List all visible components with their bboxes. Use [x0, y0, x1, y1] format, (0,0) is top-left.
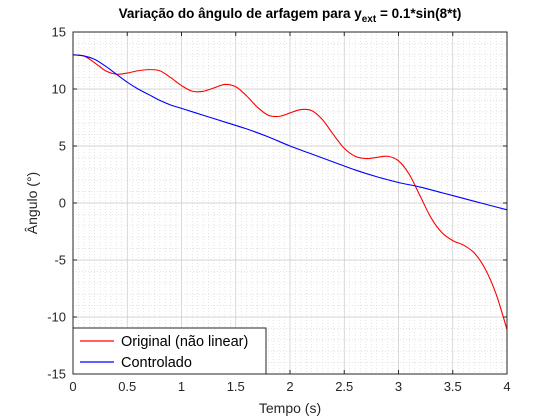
x-tick-label: 2.5 [335, 379, 353, 394]
series-line-original [72, 54, 508, 331]
legend-box [72, 327, 267, 375]
x-tick-label: 1.5 [227, 379, 245, 394]
y-tick-label: -10 [47, 310, 66, 325]
x-tick-label: 3.5 [444, 379, 462, 394]
x-tick-label: 0.5 [118, 379, 136, 394]
y-tick-label: -5 [54, 253, 66, 268]
legend-label-controlado: Controlado [121, 355, 192, 371]
y-axis-label: Ângulo (°) [24, 172, 40, 234]
series-layer [72, 54, 508, 331]
x-tick-label: 3 [395, 379, 402, 394]
chart-title: Variação do ângulo de arfagem para yext … [119, 6, 462, 25]
x-tick-label: 0 [69, 379, 76, 394]
y-tick-label: 0 [59, 196, 66, 211]
x-axis-label: Tempo (s) [259, 400, 321, 416]
x-tick-label: 4 [503, 379, 510, 394]
y-tick-label: 5 [59, 139, 66, 154]
legend-label-original: Original (não linear) [121, 334, 248, 350]
x-tick-label: 1 [178, 379, 185, 394]
x-tick-label: 2 [286, 379, 293, 394]
y-tick-label: -15 [47, 367, 66, 382]
y-tick-label: 10 [52, 82, 66, 97]
series-line-controlado [72, 54, 508, 211]
y-tick-label: 15 [52, 25, 66, 40]
legend: Original (não linear) Controlado [72, 327, 267, 375]
